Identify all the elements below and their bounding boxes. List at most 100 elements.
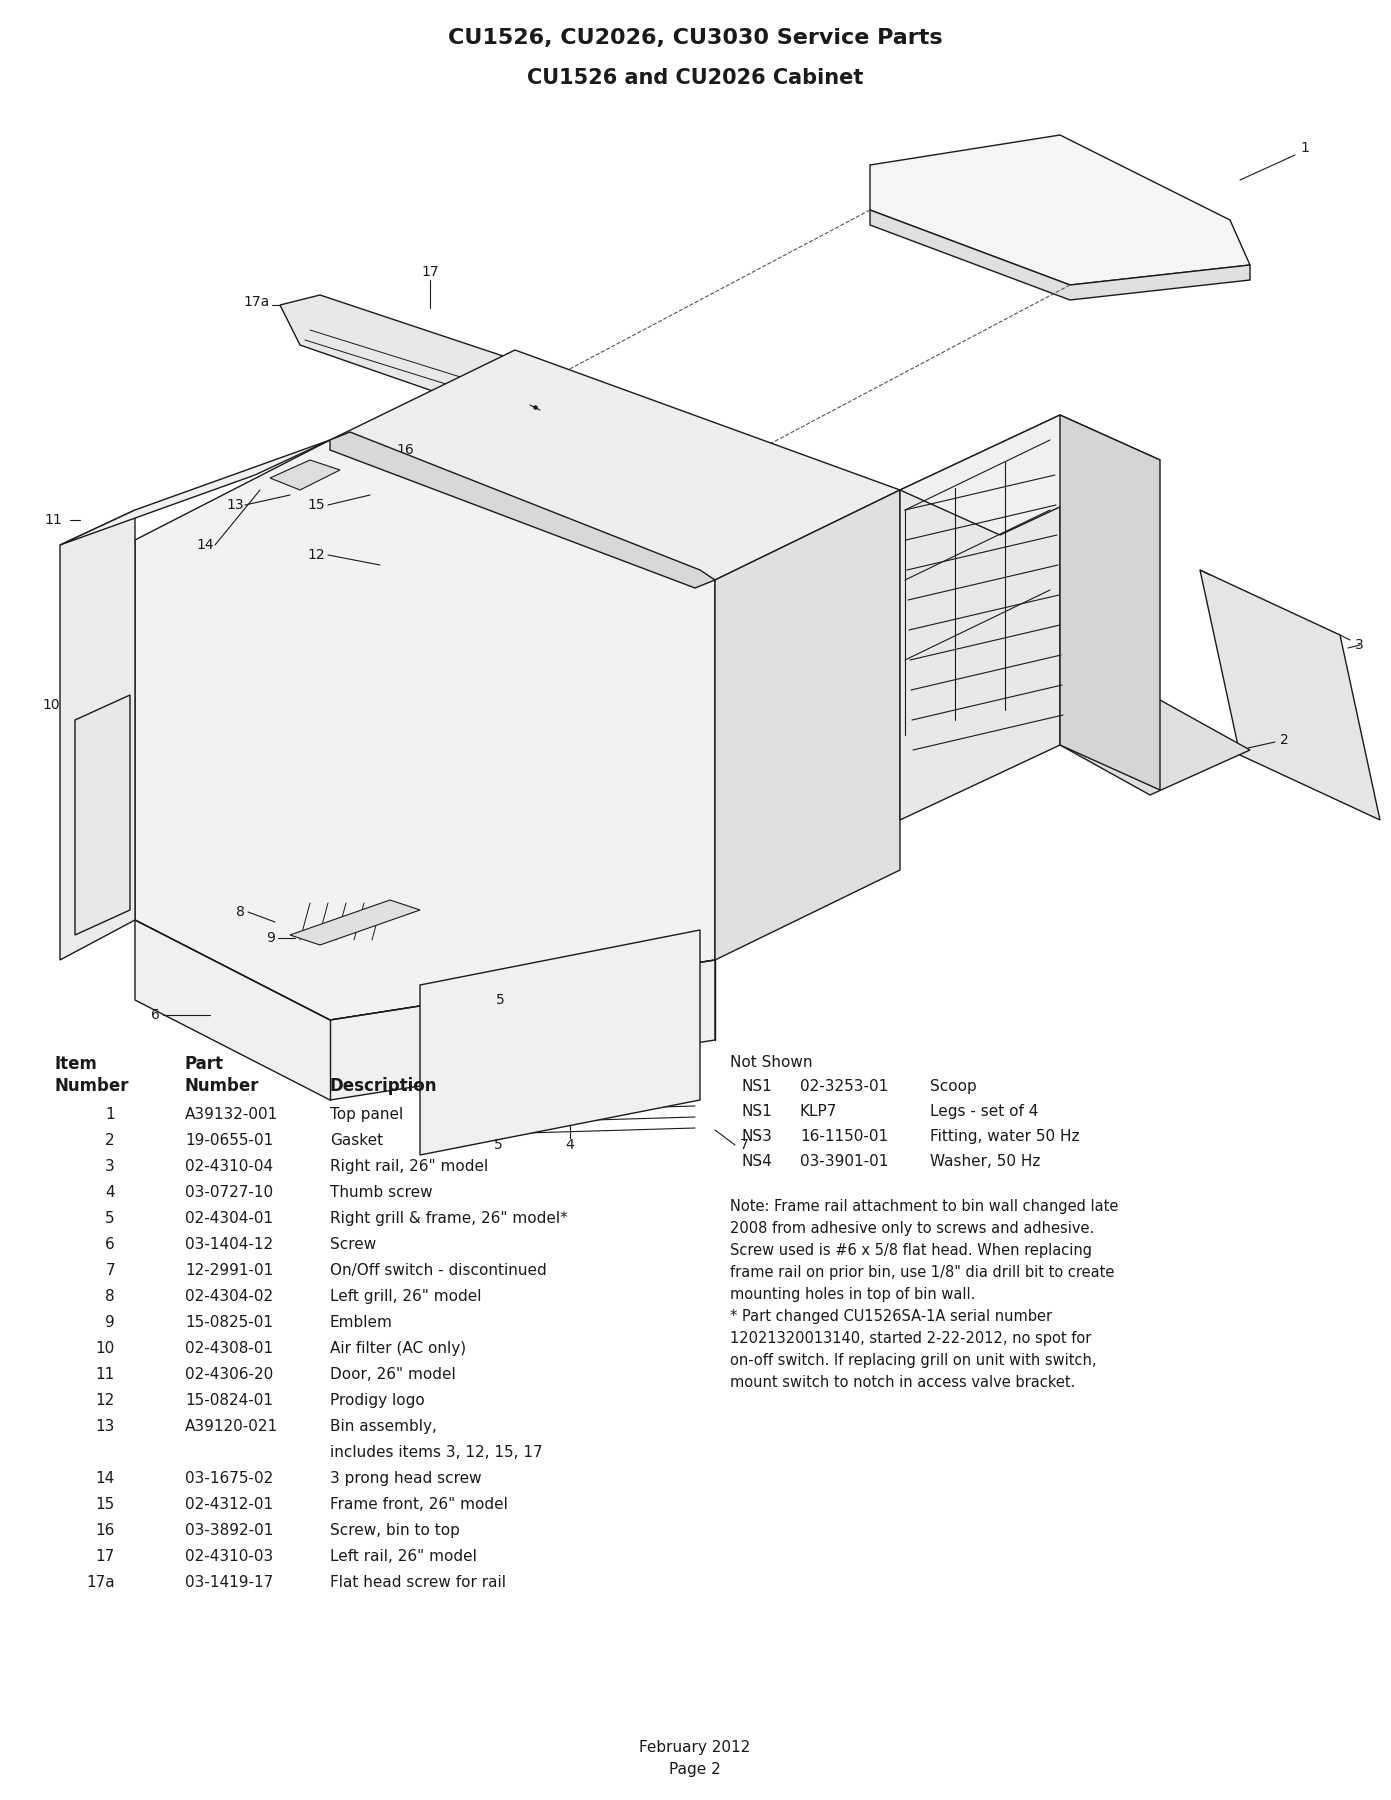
Text: Page 2: Page 2 — [669, 1762, 721, 1777]
Text: 7: 7 — [740, 1138, 748, 1152]
Text: 11: 11 — [96, 1366, 115, 1382]
Text: 2: 2 — [1280, 733, 1288, 747]
Text: Number: Number — [185, 1076, 260, 1094]
Text: On/Off switch - discontinued: On/Off switch - discontinued — [330, 1264, 547, 1278]
Text: February 2012: February 2012 — [640, 1741, 751, 1755]
Text: Left grill, 26" model: Left grill, 26" model — [330, 1289, 481, 1303]
Text: Screw, bin to top: Screw, bin to top — [330, 1523, 460, 1537]
Text: 12: 12 — [96, 1393, 115, 1408]
Text: 11: 11 — [45, 513, 63, 527]
Polygon shape — [75, 695, 129, 934]
Text: 8: 8 — [236, 905, 245, 920]
Text: Not Shown: Not Shown — [730, 1055, 812, 1069]
Text: Left rail, 26" model: Left rail, 26" model — [330, 1550, 477, 1564]
Text: Washer, 50 Hz: Washer, 50 Hz — [931, 1154, 1040, 1168]
Text: Number: Number — [56, 1076, 129, 1094]
Text: Note: Frame rail attachment to bin wall changed late: Note: Frame rail attachment to bin wall … — [730, 1199, 1118, 1213]
Text: 3 prong head screw: 3 prong head screw — [330, 1471, 481, 1487]
Text: Right rail, 26" model: Right rail, 26" model — [330, 1159, 488, 1174]
Text: 12-2991-01: 12-2991-01 — [185, 1264, 273, 1278]
Text: Fitting, water 50 Hz: Fitting, water 50 Hz — [931, 1129, 1079, 1145]
Text: 5: 5 — [495, 994, 505, 1006]
Text: 15: 15 — [96, 1498, 115, 1512]
Text: NS1: NS1 — [741, 1103, 773, 1120]
Text: CU1526, CU2026, CU3030 Service Parts: CU1526, CU2026, CU3030 Service Parts — [448, 29, 942, 49]
Text: Top panel: Top panel — [330, 1107, 403, 1121]
Text: 02-4304-02: 02-4304-02 — [185, 1289, 273, 1303]
Text: Legs - set of 4: Legs - set of 4 — [931, 1103, 1038, 1120]
Polygon shape — [1060, 700, 1251, 796]
Polygon shape — [60, 509, 135, 959]
Polygon shape — [1200, 571, 1380, 821]
Text: A39120-021: A39120-021 — [185, 1418, 278, 1435]
Polygon shape — [280, 295, 590, 430]
Text: 6: 6 — [106, 1237, 115, 1253]
Text: 17: 17 — [421, 265, 438, 279]
Text: mount switch to notch in access valve bracket.: mount switch to notch in access valve br… — [730, 1375, 1075, 1390]
Point — [524, 392, 547, 421]
Polygon shape — [869, 211, 1251, 301]
Text: NS4: NS4 — [741, 1154, 773, 1168]
Text: Gasket: Gasket — [330, 1132, 383, 1148]
Text: 3: 3 — [1355, 637, 1363, 652]
Text: Right grill & frame, 26" model*: Right grill & frame, 26" model* — [330, 1211, 568, 1226]
Text: 16: 16 — [396, 443, 415, 457]
Text: frame rail on prior bin, use 1/8" dia drill bit to create: frame rail on prior bin, use 1/8" dia dr… — [730, 1265, 1114, 1280]
Text: 13: 13 — [227, 499, 243, 511]
Text: 10: 10 — [96, 1341, 115, 1355]
Text: 6: 6 — [152, 1008, 160, 1022]
Text: 02-4312-01: 02-4312-01 — [185, 1498, 273, 1512]
Polygon shape — [135, 439, 715, 1021]
Text: Flat head screw for rail: Flat head screw for rail — [330, 1575, 506, 1589]
Text: * Part changed CU1526SA-1A serial number: * Part changed CU1526SA-1A serial number — [730, 1309, 1052, 1325]
Text: Frame front, 26" model: Frame front, 26" model — [330, 1498, 508, 1512]
Text: NS1: NS1 — [741, 1078, 773, 1094]
Text: 5: 5 — [106, 1211, 115, 1226]
Text: Description: Description — [330, 1076, 438, 1094]
Text: 16: 16 — [96, 1523, 115, 1537]
Text: 9: 9 — [266, 931, 275, 945]
Text: 02-4304-01: 02-4304-01 — [185, 1211, 273, 1226]
Text: CU1526 and CU2026 Cabinet: CU1526 and CU2026 Cabinet — [527, 68, 864, 88]
Text: 17: 17 — [96, 1550, 115, 1564]
Text: Prodigy logo: Prodigy logo — [330, 1393, 424, 1408]
Text: 14: 14 — [96, 1471, 115, 1487]
Text: Item: Item — [56, 1055, 97, 1073]
Text: 02-4308-01: 02-4308-01 — [185, 1341, 273, 1355]
Text: 03-1404-12: 03-1404-12 — [185, 1237, 273, 1253]
Text: 5: 5 — [494, 1138, 502, 1152]
Text: 17a: 17a — [243, 295, 270, 310]
Text: 03-0727-10: 03-0727-10 — [185, 1184, 273, 1201]
Text: Emblem: Emblem — [330, 1316, 392, 1330]
Text: 03-3892-01: 03-3892-01 — [185, 1523, 274, 1537]
Polygon shape — [270, 461, 339, 490]
Text: 4: 4 — [566, 1138, 574, 1152]
Text: Scoop: Scoop — [931, 1078, 976, 1094]
Text: Air filter (AC only): Air filter (AC only) — [330, 1341, 466, 1355]
Text: 2008 from adhesive only to screws and adhesive.: 2008 from adhesive only to screws and ad… — [730, 1220, 1095, 1237]
Text: 10: 10 — [42, 698, 60, 713]
Text: 02-4310-04: 02-4310-04 — [185, 1159, 273, 1174]
Polygon shape — [135, 920, 715, 1100]
Polygon shape — [1060, 416, 1160, 790]
Polygon shape — [900, 416, 1160, 535]
Text: 2: 2 — [106, 1132, 115, 1148]
Text: 16-1150-01: 16-1150-01 — [800, 1129, 887, 1145]
Text: 15: 15 — [307, 499, 325, 511]
Text: mounting holes in top of bin wall.: mounting holes in top of bin wall. — [730, 1287, 975, 1301]
Text: 1: 1 — [1301, 140, 1309, 155]
Text: 02-3253-01: 02-3253-01 — [800, 1078, 889, 1094]
Text: 1: 1 — [106, 1107, 115, 1121]
Text: 03-1675-02: 03-1675-02 — [185, 1471, 273, 1487]
Polygon shape — [420, 931, 700, 1156]
Text: 4: 4 — [106, 1184, 115, 1201]
Text: Screw used is #6 x 5/8 flat head. When replacing: Screw used is #6 x 5/8 flat head. When r… — [730, 1244, 1092, 1258]
Text: on-off switch. If replacing grill on unit with switch,: on-off switch. If replacing grill on uni… — [730, 1354, 1096, 1368]
Polygon shape — [330, 349, 900, 580]
Text: 7: 7 — [106, 1264, 115, 1278]
Text: KLP7: KLP7 — [800, 1103, 837, 1120]
Text: 02-4306-20: 02-4306-20 — [185, 1366, 273, 1382]
Text: 14: 14 — [196, 538, 214, 553]
Text: 12021320013140, started 2-22-2012, no spot for: 12021320013140, started 2-22-2012, no sp… — [730, 1330, 1092, 1346]
Polygon shape — [60, 439, 330, 545]
